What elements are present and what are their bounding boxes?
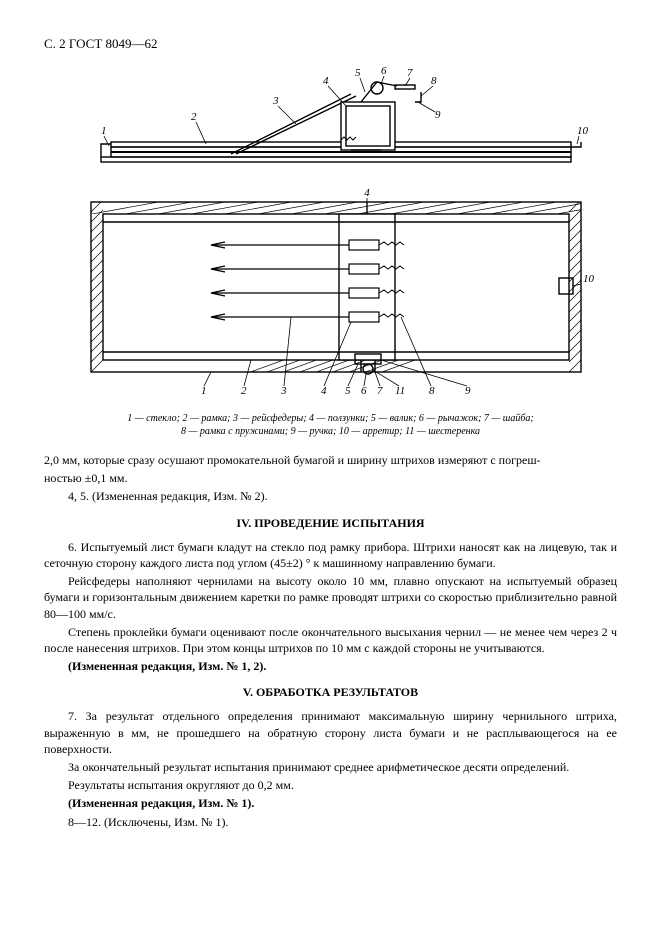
page: С. 2 ГОСТ 8049—62 (0, 0, 661, 936)
s4-p3: Степень проклейки бумаги оценивают после… (44, 624, 617, 656)
s4-p1: 6. Испытуемый лист бумаги кладут на стек… (44, 539, 617, 571)
svg-text:7: 7 (377, 385, 383, 397)
section-5-title: V. ОБРАБОТКА РЕЗУЛЬТАТОВ (44, 684, 617, 700)
legend-line-2: 8 — рамка с пружинами; 9 — ручка; 10 — а… (181, 426, 480, 437)
svg-text:3: 3 (280, 385, 287, 397)
s4-p4: (Измененная редакция, Изм. № 1, 2). (44, 658, 617, 674)
page-header: С. 2 ГОСТ 8049—62 (44, 36, 617, 52)
lead-line-2: ностью ±0,1 мм. (44, 470, 617, 486)
s5-p3: Результаты испытания округляют до 0,2 мм… (44, 777, 617, 793)
plan-view (81, 122, 601, 402)
svg-text:9: 9 (465, 385, 471, 397)
figure-legend: 1 — стекло; 2 — рамка; 3 — рейсфедеры; 4… (80, 412, 581, 438)
s5-p1: 7. За результат отдельного определения п… (44, 708, 617, 757)
s5-p2: За окончательный результат испытания при… (44, 759, 617, 775)
side-view (101, 82, 581, 162)
svg-text:1: 1 (101, 125, 107, 137)
svg-text:4: 4 (364, 187, 370, 199)
svg-text:6: 6 (381, 65, 387, 77)
svg-text:9: 9 (435, 109, 441, 121)
svg-text:2: 2 (241, 385, 247, 397)
svg-text:6: 6 (361, 385, 367, 397)
svg-text:3: 3 (272, 95, 279, 107)
lead-line-1: 2,0 мм, которые сразу осушают промокател… (44, 452, 617, 468)
svg-text:4: 4 (321, 385, 327, 397)
legend-line-1: 1 — стекло; 2 — рамка; 3 — рейсфедеры; 4… (127, 413, 533, 424)
svg-text:10: 10 (583, 273, 595, 285)
section-4-title: IV. ПРОВЕДЕНИЕ ИСПЫТАНИЯ (44, 515, 617, 531)
diagram-svg: 1 2 3 4 5 6 7 8 9 10 (61, 62, 601, 402)
svg-text:5: 5 (345, 385, 351, 397)
svg-text:8: 8 (431, 75, 437, 87)
svg-text:11: 11 (395, 385, 405, 397)
svg-text:7: 7 (407, 67, 413, 79)
svg-text:8: 8 (429, 385, 435, 397)
svg-text:2: 2 (191, 111, 197, 123)
lead-line-3: 4, 5. (Измененная редакция, Изм. № 2). (44, 488, 617, 504)
s5-p4: (Измененная редакция, Изм. № 1). (44, 795, 617, 811)
s5-p5: 8—12. (Исключены, Изм. № 1). (44, 814, 617, 830)
technical-figure: 1 2 3 4 5 6 7 8 9 10 (44, 62, 617, 402)
svg-text:5: 5 (355, 67, 361, 79)
svg-text:4: 4 (323, 75, 329, 87)
svg-text:10: 10 (577, 125, 589, 137)
svg-text:1: 1 (201, 385, 207, 397)
s4-p2: Рейсфедеры наполняют чернилами на высоту… (44, 573, 617, 622)
body-text: 2,0 мм, которые сразу осушают промокател… (44, 452, 617, 830)
